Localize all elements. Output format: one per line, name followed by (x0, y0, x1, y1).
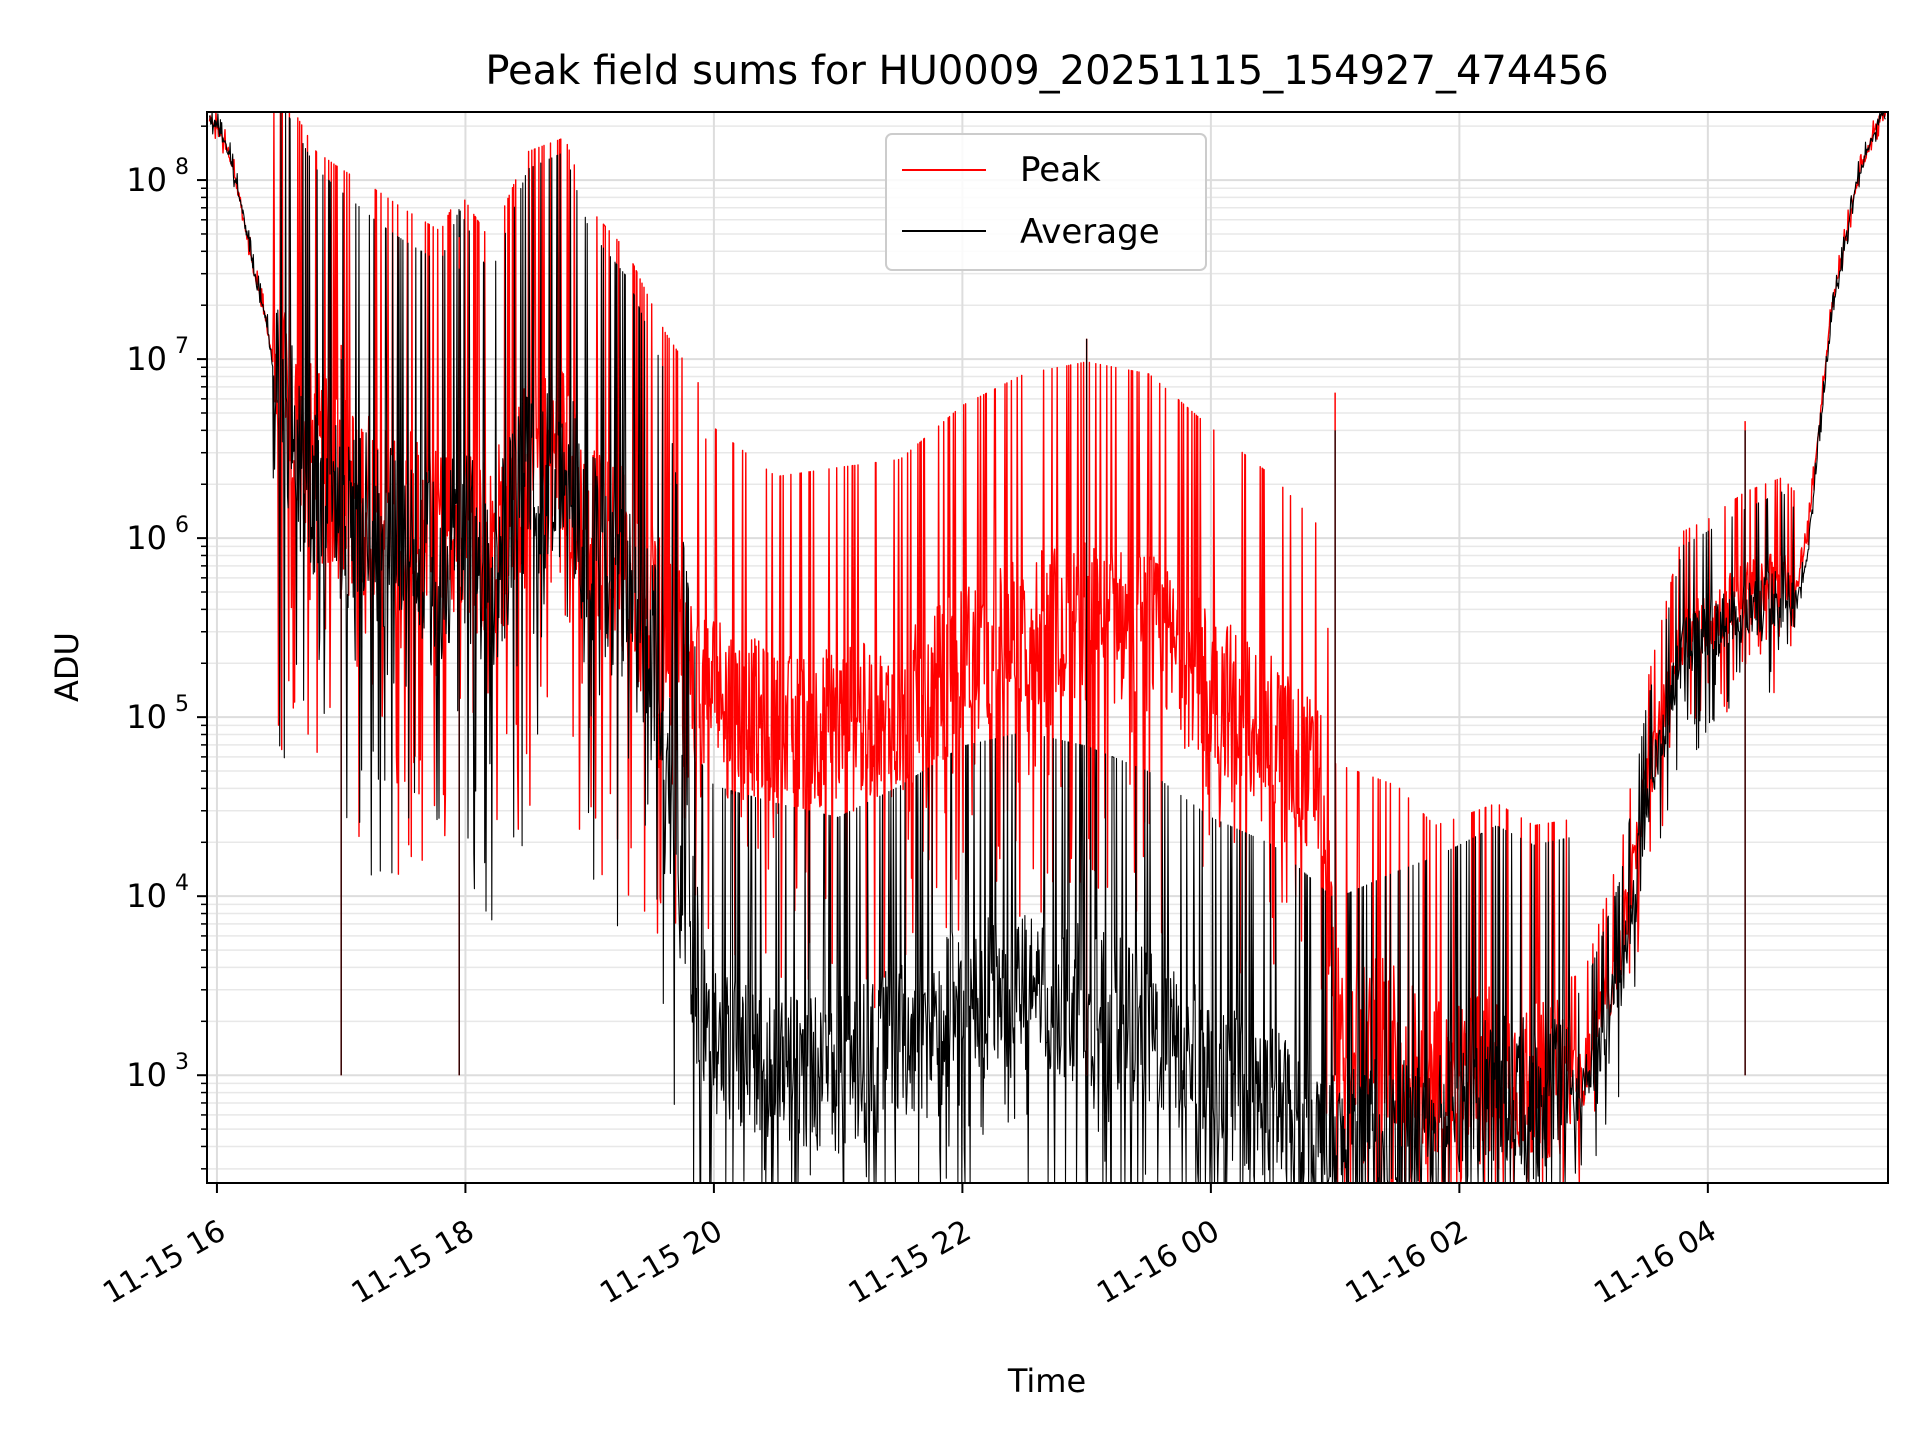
y-tick-label: 10 (126, 340, 167, 378)
y-tick-exponent: 5 (175, 692, 189, 717)
chart-title: Peak field sums for HU0009_20251115_1549… (485, 48, 1608, 94)
plot-frame (206, 111, 1889, 1184)
legend-peak-label: Peak (1020, 150, 1101, 190)
y-tick-label: 10 (126, 877, 167, 915)
legend-average-label: Average (1020, 212, 1160, 252)
y-tick-exponent: 7 (175, 334, 189, 359)
y-tick-label: 10 (126, 1056, 167, 1094)
y-tick-label: 10 (126, 161, 167, 199)
y-ticks: 10 3 10 4 10 5 10 6 10 7 10 8 (126, 125, 207, 1170)
y-tick-label: 10 (126, 519, 167, 557)
y-axis-label: ADU (48, 632, 86, 702)
series-line-average (208, 111, 1886, 1184)
y-tick-label: 10 (126, 698, 167, 736)
y-tick-exponent: 6 (175, 513, 189, 538)
y-tick-exponent: 4 (175, 871, 189, 896)
legend-box (885, 133, 1207, 271)
y-tick-exponent: 8 (175, 155, 189, 180)
legend: Peak Average (885, 133, 1207, 271)
series-layer (208, 111, 1887, 1184)
y-tick-exponent: 3 (175, 1050, 189, 1075)
x-axis-label: Time (1007, 1362, 1086, 1400)
